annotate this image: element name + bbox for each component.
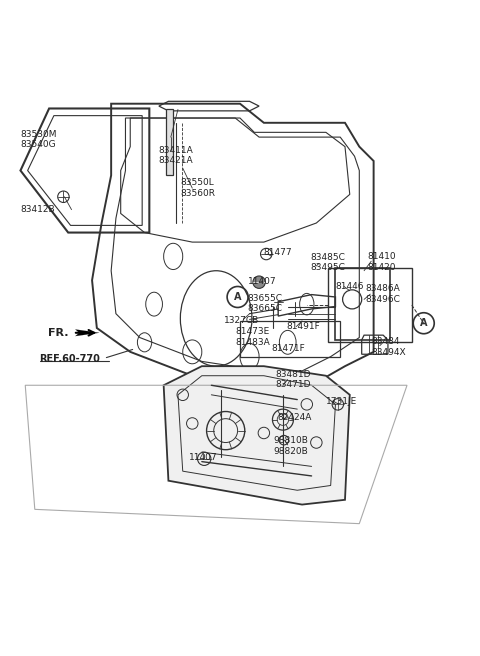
Polygon shape bbox=[164, 366, 350, 504]
Text: 83481D
83471D: 83481D 83471D bbox=[276, 370, 312, 389]
Text: 81410
81420: 81410 81420 bbox=[367, 253, 396, 272]
Text: 81446: 81446 bbox=[336, 282, 364, 291]
Text: REF.60-770: REF.60-770 bbox=[39, 354, 100, 365]
Text: 83485C
83495C: 83485C 83495C bbox=[311, 253, 346, 272]
Text: 82424A: 82424A bbox=[278, 413, 312, 422]
Text: 11407: 11407 bbox=[189, 453, 217, 462]
Text: 83412B: 83412B bbox=[21, 205, 55, 214]
Text: 83411A
83421A: 83411A 83421A bbox=[159, 146, 193, 165]
Text: 83484
83494X: 83484 83494X bbox=[371, 337, 406, 357]
Text: 1327CB: 1327CB bbox=[224, 316, 260, 325]
Circle shape bbox=[253, 276, 265, 289]
Text: 83655C
83665C: 83655C 83665C bbox=[248, 294, 283, 314]
Bar bbox=[240, 321, 340, 357]
Text: 83486A
83496C: 83486A 83496C bbox=[365, 285, 400, 304]
Bar bbox=[328, 268, 412, 342]
Text: 81473E
81483A: 81473E 81483A bbox=[235, 327, 270, 347]
Text: 83530M
83540G: 83530M 83540G bbox=[21, 130, 57, 149]
Text: A: A bbox=[234, 292, 241, 302]
Text: 81477: 81477 bbox=[264, 248, 292, 257]
Polygon shape bbox=[166, 110, 173, 175]
Text: 98810B
98820B: 98810B 98820B bbox=[273, 436, 308, 455]
Text: 83550L
83560R: 83550L 83560R bbox=[180, 178, 216, 198]
Text: FR.: FR. bbox=[48, 328, 68, 338]
Text: 81471F: 81471F bbox=[271, 344, 305, 354]
Bar bbox=[336, 268, 390, 340]
Polygon shape bbox=[75, 329, 99, 336]
Text: 81491F: 81491F bbox=[287, 322, 321, 331]
Text: 1731JE: 1731JE bbox=[326, 396, 357, 405]
Text: A: A bbox=[420, 318, 428, 328]
Text: 11407: 11407 bbox=[248, 277, 277, 286]
